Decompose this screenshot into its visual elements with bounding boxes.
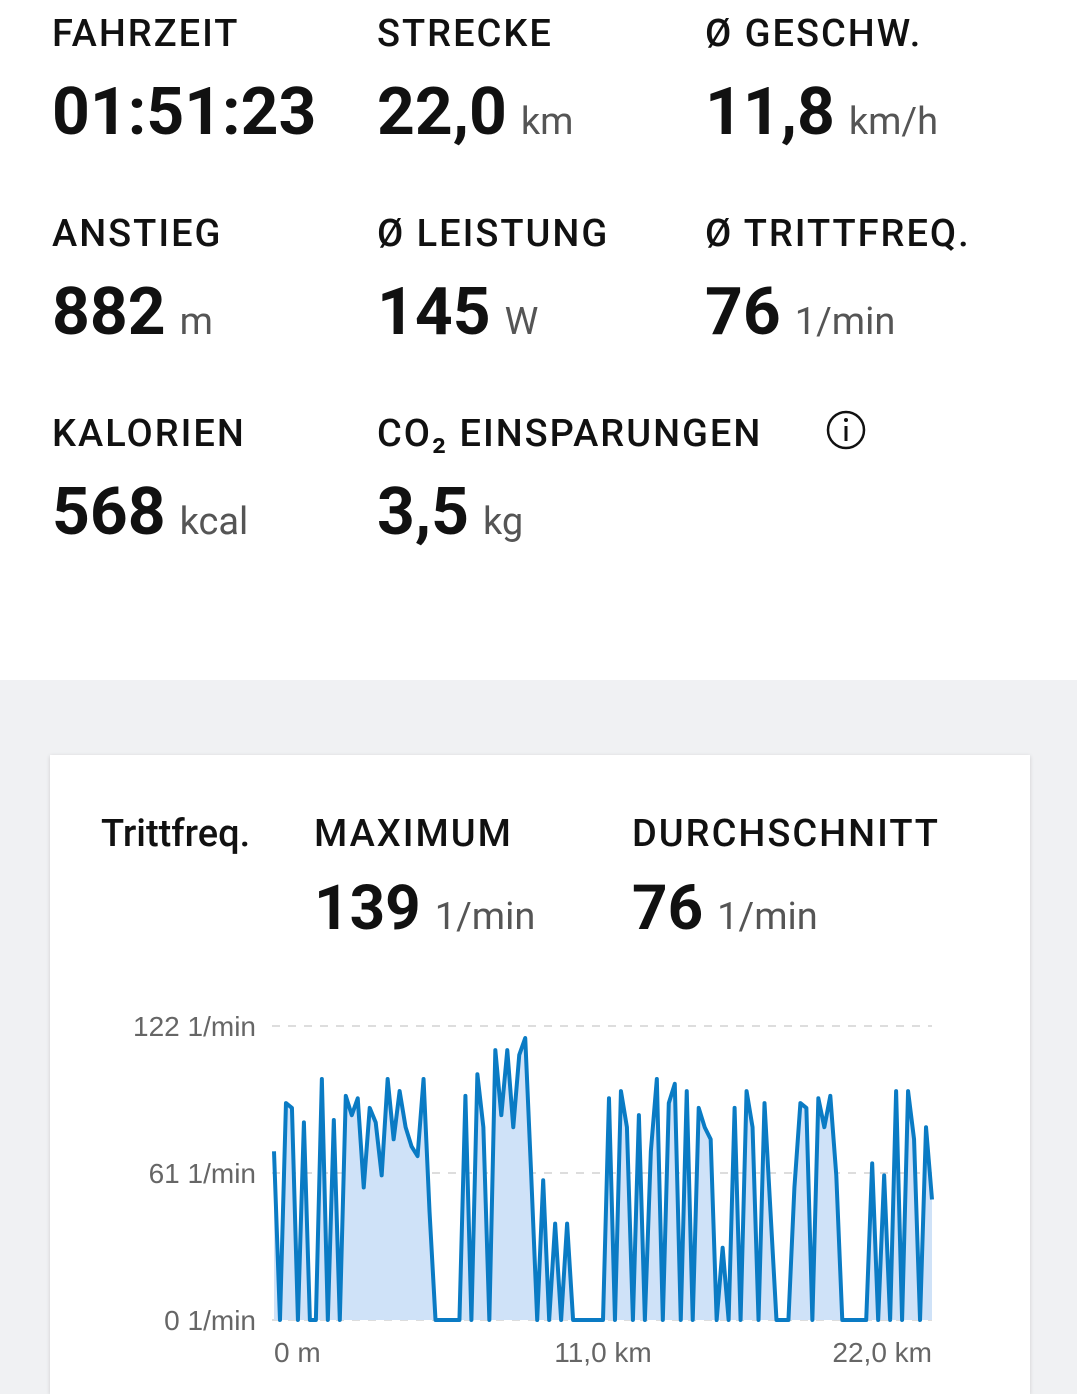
stat-number: 01:51:23: [52, 74, 317, 151]
stat-unit: W: [504, 300, 539, 344]
card-stat-value: 139 1/min: [314, 872, 535, 945]
card-stat-label: MAXIMUM: [314, 812, 513, 856]
stat-value: 01:51:23: [52, 74, 316, 151]
stat-label: Ø LEISTUNG: [377, 212, 610, 256]
stat-value: 76 1/min: [705, 274, 895, 351]
stat-label: STRECKE: [377, 12, 553, 56]
card-stat-unit: 1/min: [717, 895, 818, 939]
stat-value: 22,0 km: [377, 74, 573, 151]
x-tick-label: 22,0 km: [832, 1337, 932, 1368]
x-tick-label: 0 m: [274, 1337, 321, 1368]
stat-number: 22,0: [377, 74, 507, 151]
stat-value: 568 kcal: [52, 474, 248, 551]
stat-value: 145 W: [377, 274, 538, 351]
y-tick-label: 0 1/min: [164, 1305, 256, 1336]
stat-value: 3,5 kg: [377, 474, 523, 551]
info-icon[interactable]: [826, 410, 866, 450]
stat-label: Ø GESCHW.: [705, 12, 923, 56]
stat-number: 3,5: [377, 474, 469, 551]
info-icon-dot: [844, 418, 848, 422]
card-title: Trittfreq.: [101, 812, 251, 856]
stat-label: FAHRZEIT: [52, 12, 240, 56]
stat-label: CO₂ EINSPARUNGEN: [377, 412, 763, 456]
stat-number: 76: [705, 274, 781, 351]
stat-number: 11,8: [705, 74, 835, 151]
stat-number: 568: [52, 474, 166, 551]
stat-label: ANSTIEG: [52, 212, 223, 256]
stat-unit: kcal: [179, 500, 249, 544]
card-stat-number: 139: [314, 872, 421, 945]
card-stat-number: 76: [632, 872, 704, 945]
y-tick-label: 122 1/min: [133, 1011, 256, 1042]
line: [272, 1036, 934, 1322]
area: [274, 1038, 932, 1320]
stat-value: 11,8 km/h: [705, 74, 938, 151]
stat-label: KALORIEN: [52, 412, 246, 456]
stat-unit: kg: [482, 500, 524, 544]
y-tick-label: 61 1/min: [149, 1158, 256, 1189]
stat-unit: m: [179, 300, 213, 344]
stat-unit: km/h: [848, 100, 939, 144]
stat-number: 882: [52, 274, 166, 351]
card-stat-label: DURCHSCHNITT: [632, 812, 940, 856]
stat-unit: 1/min: [794, 300, 896, 344]
stat-value: 882 m: [52, 274, 213, 351]
stat-label: Ø TRITTFREQ.: [705, 212, 971, 256]
x-tick-label: 11,0 km: [554, 1337, 652, 1368]
card-stat-unit: 1/min: [434, 895, 536, 939]
stat-unit: km: [520, 100, 574, 144]
stat-number: 145: [377, 274, 491, 351]
card-stat-value: 76 1/min: [632, 872, 818, 945]
